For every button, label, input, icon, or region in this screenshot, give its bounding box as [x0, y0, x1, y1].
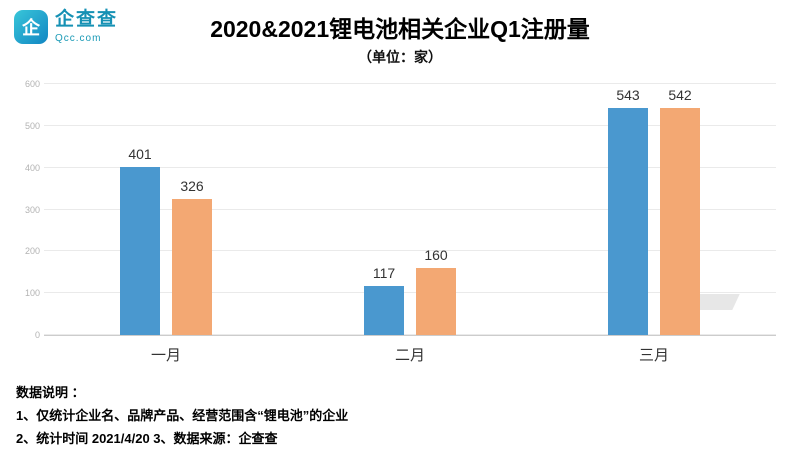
bar-chart: 0 100 200 300 400 500 600 401 326 一月 117 160 二月 543 54…	[18, 72, 782, 372]
bar-2021-三月	[660, 108, 700, 335]
bar-column: 326	[172, 84, 212, 335]
bar-2020-三月	[608, 108, 648, 335]
bar-2021-一月	[172, 199, 212, 335]
logo-text: 企查查 Qcc.com	[55, 10, 118, 44]
x-axis-category-label: 三月	[532, 344, 776, 365]
data-notes: 数据说明 ： 1、仅统计企业名、品牌产品、经营范围含“锂电池”的企业 2、统计时…	[0, 372, 800, 450]
bar-value-label: 326	[180, 178, 203, 194]
y-axis-tick-label: 100	[18, 288, 40, 298]
bar-2020-二月	[364, 286, 404, 335]
notes-heading: 数据说明 ：	[16, 382, 784, 405]
y-axis-tick-label: 0	[18, 330, 40, 340]
logo-name: 企查查	[55, 10, 118, 31]
bar-2020-一月	[120, 167, 160, 335]
chart-title: 2020&2021锂电池相关企业Q1注册量	[0, 10, 800, 44]
x-axis-category-label: 一月	[44, 344, 288, 365]
y-axis-tick-label: 400	[18, 163, 40, 173]
chart-subtitle: （单位：家）	[0, 47, 800, 67]
qcc-logo: 企 企查查 Qcc.com	[14, 10, 118, 44]
y-axis-tick-label: 200	[18, 246, 40, 256]
note-line-1: 1、仅统计企业名、品牌产品、经营范围含“锂电池”的企业	[16, 405, 784, 428]
bar-2021-二月	[416, 268, 456, 335]
titles: 2020&2021锂电池相关企业Q1注册量 （单位：家）	[0, 10, 800, 67]
y-axis-tick-label: 300	[18, 205, 40, 215]
bar-column: 542	[660, 84, 700, 335]
y-axis-tick-label: 500	[18, 121, 40, 131]
bar-value-label: 160	[424, 247, 447, 263]
bar-value-label: 543	[616, 87, 639, 103]
y-axis-tick-label: 600	[18, 79, 40, 89]
bar-value-label: 401	[128, 146, 151, 162]
bar-column: 160	[416, 84, 456, 335]
bar-column: 401	[120, 84, 160, 335]
note-line-2: 2、统计时间 2021/4/20 3、数据来源：企查查	[16, 428, 784, 450]
logo-domain: Qcc.com	[55, 33, 118, 44]
qcc-logo-icon: 企	[14, 10, 48, 44]
bar-value-label: 117	[373, 265, 395, 281]
bar-column: 117	[364, 84, 404, 335]
bar-column: 543	[608, 84, 648, 335]
bar-value-label: 542	[668, 87, 691, 103]
header: 企 企查查 Qcc.com 2020&2021锂电池相关企业Q1注册量 （单位：…	[0, 0, 800, 66]
x-axis-category-label: 二月	[288, 344, 532, 365]
